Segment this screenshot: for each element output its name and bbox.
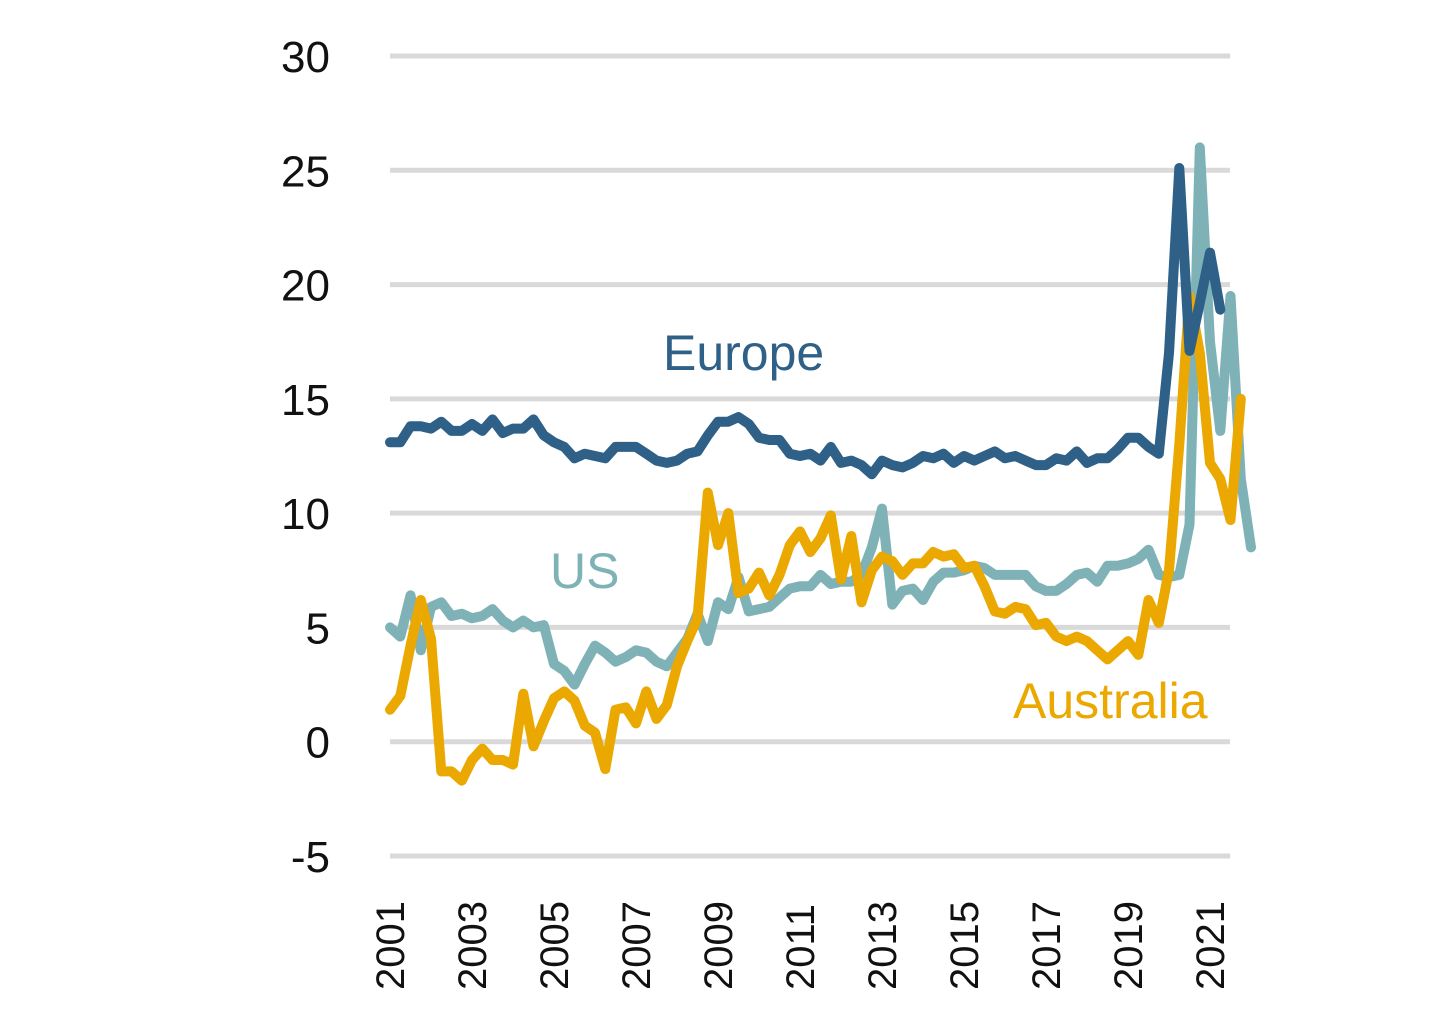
series-label-us: US [550,543,619,599]
x-tick-label: 2019 [1107,901,1151,990]
x-tick-label: 2021 [1189,901,1233,990]
x-tick-label: 2007 [615,901,659,990]
series-line-australia [385,291,1246,786]
x-tick-label: 2017 [1025,901,1069,990]
x-tick-label: 2015 [943,901,987,990]
x-tick-label: 2001 [369,901,413,990]
y-tick-label: 15 [281,376,330,425]
series-label-australia: Australia [1013,673,1208,729]
series-label-europe: Europe [663,325,824,381]
x-tick-label: 2003 [451,901,495,990]
y-tick-label: 5 [306,604,330,653]
series-line-europe [385,163,1226,480]
y-tick-label: -5 [291,833,330,882]
y-tick-label: 25 [281,147,330,196]
y-tick-label: 0 [306,719,330,768]
y-axis-ticks: 30 25 20 15 10 5 0 -5 [281,33,330,882]
x-axis-ticks: 2001 2003 2005 2007 2009 2011 2013 2015 2017 2019… [369,901,1233,990]
series-labels: Europe US Australia [550,325,1208,729]
x-tick-label: 2011 [779,904,823,990]
x-tick-label: 2009 [697,901,741,990]
y-tick-label: 30 [281,33,330,82]
series-line-us [385,142,1256,690]
series-lines [385,142,1256,786]
y-tick-label: 10 [281,490,330,539]
y-tick-label: 20 [281,262,330,311]
x-tick-label: 2005 [533,901,577,990]
x-tick-label: 2013 [861,901,905,990]
